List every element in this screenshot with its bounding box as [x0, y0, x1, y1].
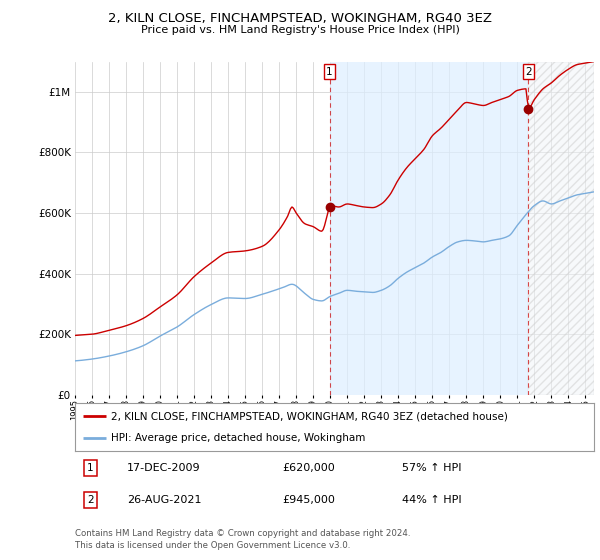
Text: 2, KILN CLOSE, FINCHAMPSTEAD, WOKINGHAM, RG40 3EZ: 2, KILN CLOSE, FINCHAMPSTEAD, WOKINGHAM,… — [108, 12, 492, 25]
Text: 1: 1 — [326, 67, 333, 77]
Text: £620,000: £620,000 — [283, 463, 335, 473]
Text: £945,000: £945,000 — [283, 495, 335, 505]
Text: 26-AUG-2021: 26-AUG-2021 — [127, 495, 202, 505]
Text: HPI: Average price, detached house, Wokingham: HPI: Average price, detached house, Woki… — [112, 433, 366, 443]
Text: 44% ↑ HPI: 44% ↑ HPI — [402, 495, 461, 505]
Text: Contains HM Land Registry data © Crown copyright and database right 2024.
This d: Contains HM Land Registry data © Crown c… — [75, 529, 410, 550]
Text: 17-DEC-2009: 17-DEC-2009 — [127, 463, 200, 473]
Text: 2: 2 — [525, 67, 532, 77]
Text: 1: 1 — [87, 463, 94, 473]
Text: Price paid vs. HM Land Registry's House Price Index (HPI): Price paid vs. HM Land Registry's House … — [140, 25, 460, 35]
Bar — [529, 62, 594, 395]
Text: 2: 2 — [87, 495, 94, 505]
Bar — [329, 62, 529, 395]
Text: 2, KILN CLOSE, FINCHAMPSTEAD, WOKINGHAM, RG40 3EZ (detached house): 2, KILN CLOSE, FINCHAMPSTEAD, WOKINGHAM,… — [112, 411, 508, 421]
Text: 57% ↑ HPI: 57% ↑ HPI — [402, 463, 461, 473]
